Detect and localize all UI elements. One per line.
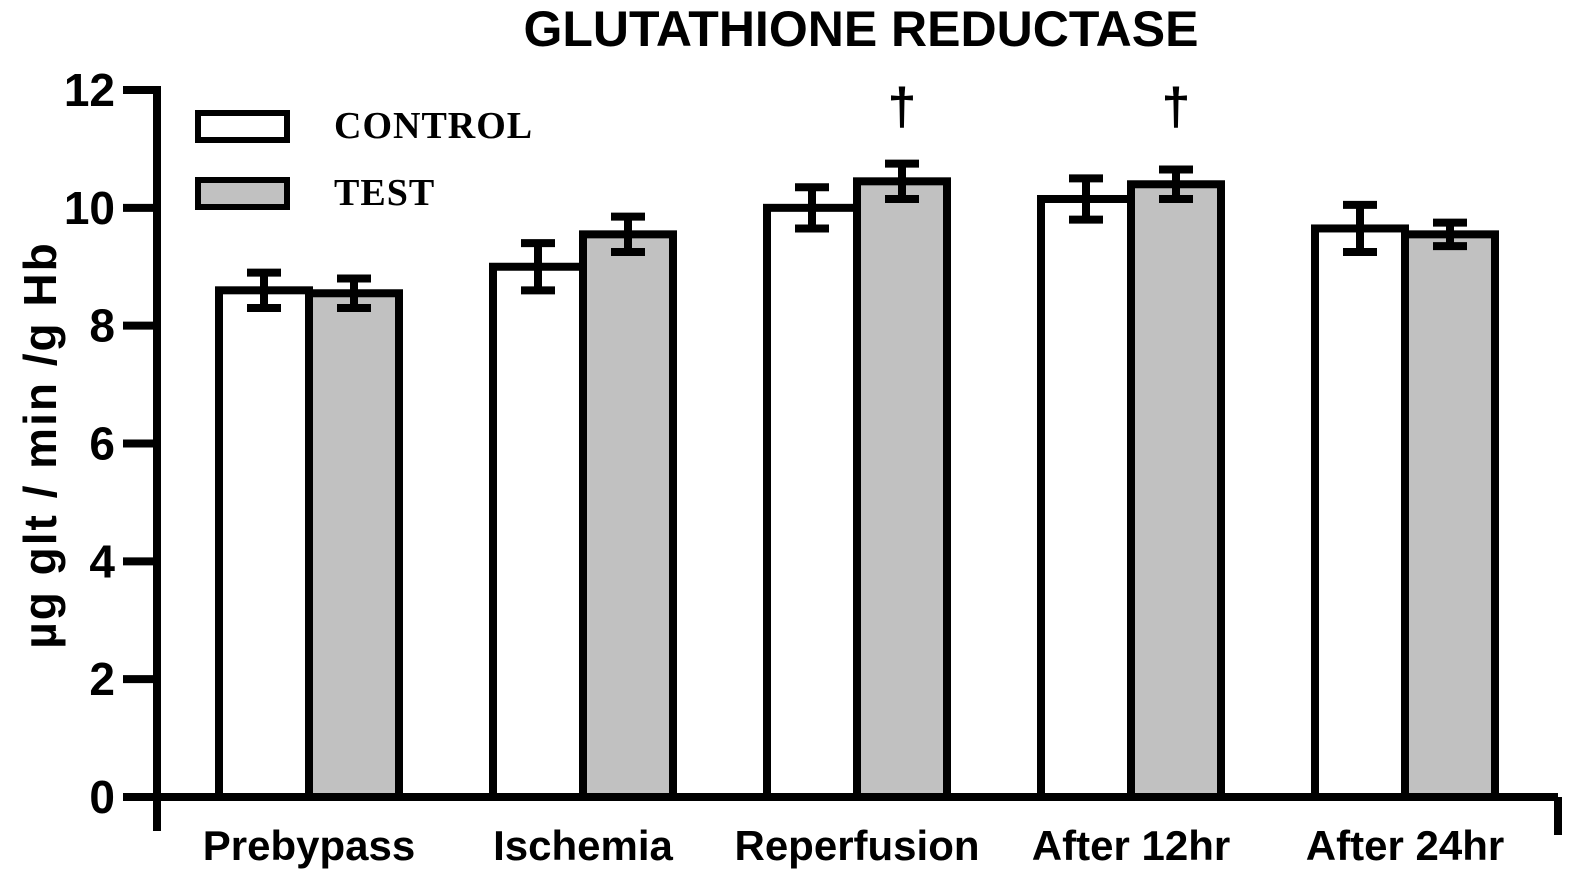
x-category-label-ischemia: Ischemia — [493, 822, 673, 869]
bar-control-2 — [763, 203, 861, 802]
bar-test-3 — [1127, 180, 1225, 801]
legend-swatch-test — [195, 176, 290, 210]
legend-item-test: TEST — [195, 171, 533, 215]
y-tick-label-4: 4 — [89, 535, 115, 587]
bar-test-2 — [853, 177, 951, 801]
x-category-label-prebypass: Prebypass — [203, 822, 415, 869]
y-tick-label-2: 2 — [89, 653, 115, 705]
y-tick-label-8: 8 — [89, 300, 115, 352]
bar-control-1 — [489, 262, 587, 801]
bar-test-1 — [579, 230, 677, 802]
bar-test-0 — [305, 289, 403, 801]
legend-swatch-control — [195, 109, 290, 143]
significance-dagger-after-12hr: † — [1162, 78, 1191, 136]
bar-control-3 — [1037, 194, 1135, 801]
y-tick-label-0: 0 — [89, 771, 115, 823]
legend-item-control: CONTROL — [195, 104, 533, 148]
y-tick-label-6: 6 — [89, 418, 115, 470]
bar-test-4 — [1401, 230, 1499, 802]
bar-control-4 — [1311, 224, 1409, 801]
x-category-label-reperfusion: Reperfusion — [734, 822, 979, 869]
legend: CONTROL TEST — [195, 104, 533, 215]
x-category-label-after-12hr: After 12hr — [1032, 822, 1230, 869]
chart-title: GLUTATHIONE REDUCTASE — [523, 1, 1199, 57]
legend-label-test: TEST — [334, 172, 436, 214]
bar-control-0 — [215, 286, 313, 801]
significance-dagger-reperfusion: † — [888, 78, 917, 136]
y-tick-label-10: 10 — [64, 182, 115, 234]
x-category-label-after-24hr: After 24hr — [1306, 822, 1504, 869]
y-tick-label-12: 12 — [64, 64, 115, 116]
legend-label-control: CONTROL — [334, 105, 534, 147]
